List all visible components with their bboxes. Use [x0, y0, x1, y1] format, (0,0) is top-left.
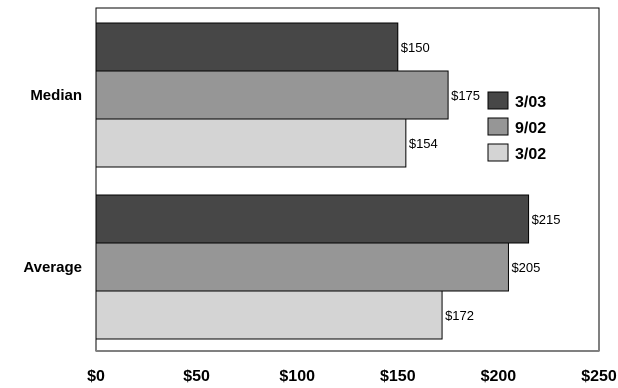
bar-average-1 [95, 242, 509, 292]
bar-median-2 [95, 118, 407, 168]
data-label: $215 [532, 212, 561, 227]
category-label-median: Median [30, 87, 82, 104]
category-label-average: Average [23, 259, 82, 276]
bars-group: $150 $175 $154 $215 $205 $172 [95, 22, 561, 340]
legend-label: 3/02 [515, 146, 546, 163]
bar-average-2 [95, 290, 443, 340]
x-axis-ticks: $0 $50 $100 $150 $200 $250 [87, 368, 617, 385]
legend-swatch [487, 143, 509, 162]
x-tick-label: $250 [581, 368, 617, 385]
data-label: $172 [445, 308, 474, 323]
x-tick-label: $50 [183, 368, 210, 385]
data-label: $150 [401, 40, 430, 55]
legend-label: 9/02 [515, 120, 546, 137]
bar-median-0 [95, 22, 399, 72]
data-label: $175 [451, 88, 480, 103]
data-label: $154 [409, 136, 438, 151]
x-tick-label: $100 [279, 368, 315, 385]
legend-swatch [487, 117, 509, 136]
x-tick-label: $0 [87, 368, 105, 385]
data-label: $205 [511, 260, 540, 275]
category-labels: Median Average [23, 87, 82, 276]
bar-median-1 [95, 70, 449, 120]
bar-average-0 [95, 194, 530, 244]
legend: 3/03 9/02 3/02 [487, 91, 546, 163]
x-tick-label: $150 [380, 368, 416, 385]
legend-swatch [487, 91, 509, 110]
legend-label: 3/03 [515, 94, 546, 111]
x-tick-label: $200 [481, 368, 517, 385]
